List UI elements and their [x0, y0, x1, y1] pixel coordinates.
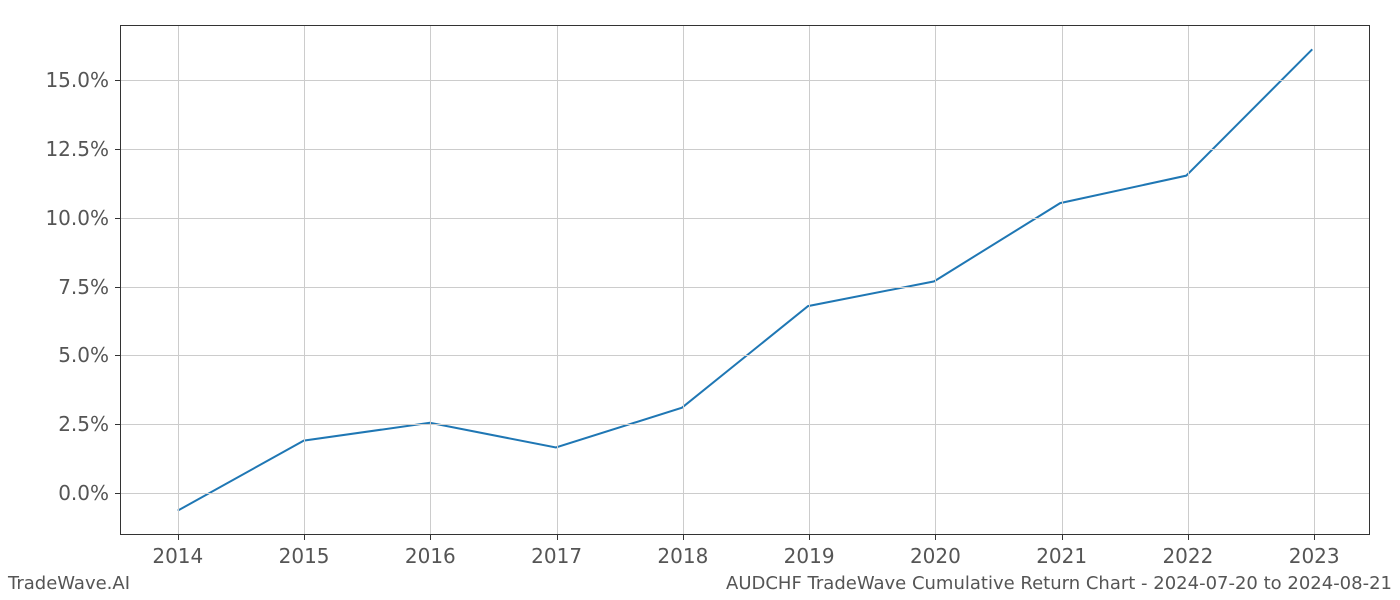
grid-line-horizontal	[121, 493, 1369, 494]
grid-line-horizontal	[121, 149, 1369, 150]
x-tick-label: 2016	[405, 544, 456, 568]
y-tick-mark	[115, 149, 121, 150]
grid-line-vertical	[809, 26, 810, 534]
x-tick-mark	[1314, 534, 1315, 540]
x-tick-label: 2022	[1162, 544, 1213, 568]
grid-line-vertical	[430, 26, 431, 534]
footer-left-text: TradeWave.AI	[8, 573, 130, 594]
y-tick-mark	[115, 80, 121, 81]
y-tick-label: 15.0%	[45, 68, 109, 92]
x-tick-label: 2023	[1289, 544, 1340, 568]
grid-line-vertical	[557, 26, 558, 534]
grid-line-vertical	[935, 26, 936, 534]
x-tick-label: 2020	[910, 544, 961, 568]
x-tick-mark	[304, 534, 305, 540]
grid-line-vertical	[1188, 26, 1189, 534]
x-tick-label: 2018	[657, 544, 708, 568]
x-tick-mark	[430, 534, 431, 540]
grid-line-vertical	[1314, 26, 1315, 534]
y-tick-label: 10.0%	[45, 206, 109, 230]
x-tick-label: 2017	[531, 544, 582, 568]
grid-line-horizontal	[121, 287, 1369, 288]
grid-line-horizontal	[121, 424, 1369, 425]
chart-line-svg	[121, 26, 1369, 534]
y-tick-mark	[115, 218, 121, 219]
data-line	[178, 49, 1313, 510]
x-tick-mark	[178, 534, 179, 540]
x-tick-mark	[1062, 534, 1063, 540]
grid-line-vertical	[1062, 26, 1063, 534]
grid-line-horizontal	[121, 80, 1369, 81]
y-tick-label: 0.0%	[58, 481, 109, 505]
plot-area: 2014201520162017201820192020202120222023…	[120, 25, 1370, 535]
x-tick-mark	[557, 534, 558, 540]
chart-container: 2014201520162017201820192020202120222023…	[120, 25, 1370, 535]
grid-line-horizontal	[121, 355, 1369, 356]
y-tick-mark	[115, 493, 121, 494]
y-tick-label: 12.5%	[45, 137, 109, 161]
x-tick-mark	[683, 534, 684, 540]
x-tick-label: 2014	[152, 544, 203, 568]
y-tick-mark	[115, 424, 121, 425]
x-tick-mark	[1188, 534, 1189, 540]
grid-line-horizontal	[121, 218, 1369, 219]
y-tick-label: 7.5%	[58, 275, 109, 299]
y-tick-label: 5.0%	[58, 343, 109, 367]
grid-line-vertical	[178, 26, 179, 534]
grid-line-vertical	[683, 26, 684, 534]
x-tick-label: 2019	[784, 544, 835, 568]
x-tick-mark	[935, 534, 936, 540]
x-tick-label: 2021	[1036, 544, 1087, 568]
grid-line-vertical	[304, 26, 305, 534]
y-tick-mark	[115, 355, 121, 356]
x-tick-label: 2015	[279, 544, 330, 568]
y-tick-label: 2.5%	[58, 412, 109, 436]
y-tick-mark	[115, 287, 121, 288]
x-tick-mark	[809, 534, 810, 540]
footer-right-text: AUDCHF TradeWave Cumulative Return Chart…	[726, 573, 1392, 594]
